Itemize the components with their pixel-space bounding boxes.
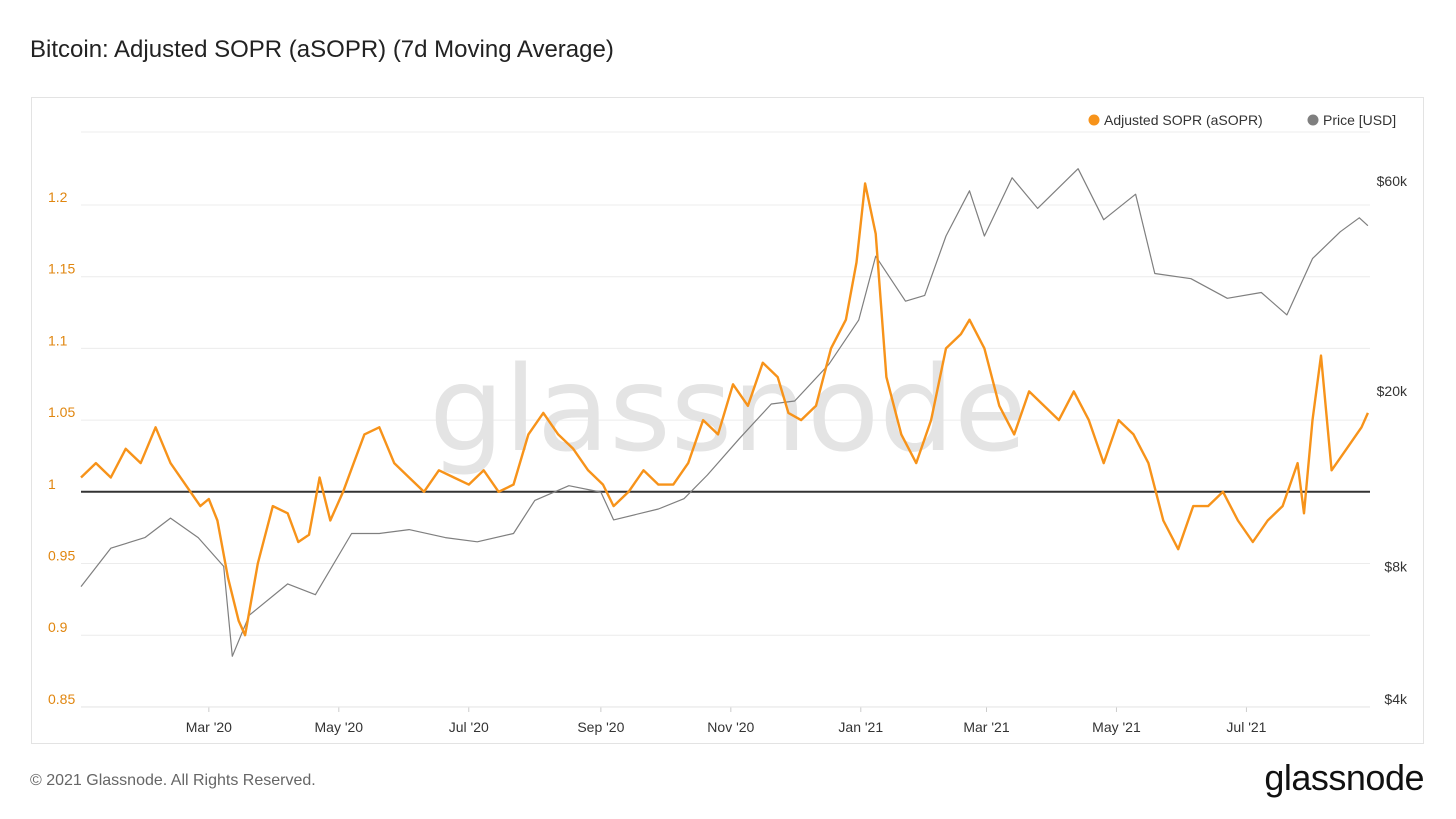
chart-frame — [31, 97, 1424, 744]
y-left-tick-label: 1.15 — [48, 261, 75, 277]
x-tick-label: Sep '20 — [577, 719, 624, 735]
x-tick-label: May '20 — [315, 719, 364, 735]
y-right-tick-label: $8k — [1384, 558, 1408, 574]
watermark-text: glassnode — [429, 340, 1026, 478]
series-group — [80, 168, 1369, 657]
legend[interactable]: Adjusted SOPR (aSOPR) Price [USD] — [1088, 112, 1397, 128]
x-tick-label: Mar '21 — [963, 719, 1009, 735]
legend-marker-asopr[interactable] — [1088, 114, 1100, 126]
x-tick-label: Jul '20 — [449, 719, 489, 735]
y-left-tick-label: 1.2 — [48, 189, 68, 205]
axis-ticks: 1.2 1.15 1.1 1.05 1 0.95 0.9 0.85 $60k $20k $8k $4k… — [48, 173, 1408, 735]
glassnode-logo[interactable]: glassnode — [1264, 757, 1424, 798]
legend-marker-price[interactable] — [1307, 114, 1319, 126]
x-tick-label: Jan '21 — [838, 719, 883, 735]
y-right-tick-label: $60k — [1377, 173, 1408, 189]
x-tick-label: May '21 — [1092, 719, 1141, 735]
y-left-tick-label: 1.05 — [48, 404, 75, 420]
asopr-line — [80, 182, 1369, 637]
y-right-tick-label: $4k — [1384, 691, 1408, 707]
y-left-tick-label: 1 — [48, 476, 56, 492]
y-left-tick-label: 0.9 — [48, 619, 68, 635]
y-left-tick-label: 1.1 — [48, 332, 68, 348]
y-right-tick-label: $20k — [1377, 383, 1408, 399]
y-left-tick-label: 0.95 — [48, 548, 75, 564]
x-tick-label: Mar '20 — [186, 719, 232, 735]
price-line — [80, 168, 1369, 657]
legend-label-price[interactable]: Price [USD] — [1323, 112, 1396, 128]
y-left-tick-label: 0.85 — [48, 691, 75, 707]
copyright-footer: © 2021 Glassnode. All Rights Reserved. — [30, 772, 316, 789]
watermark: glassnode — [429, 340, 1026, 478]
x-tick-label: Nov '20 — [707, 719, 754, 735]
x-tick-label: Jul '21 — [1226, 719, 1266, 735]
page-title: Bitcoin: Adjusted SOPR (aSOPR) (7d Movin… — [30, 36, 614, 63]
legend-label-asopr[interactable]: Adjusted SOPR (aSOPR) — [1104, 112, 1263, 128]
